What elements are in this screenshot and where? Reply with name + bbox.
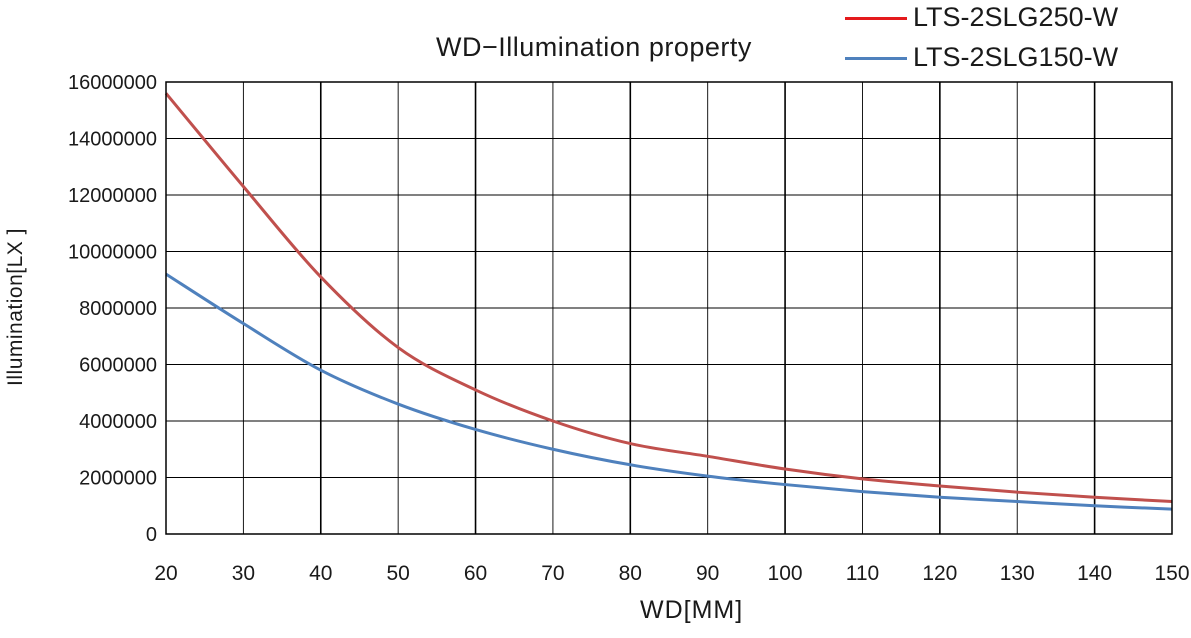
y-tick-label: 4000000 [79, 411, 157, 433]
chart-title: WD−Illumination property [436, 32, 752, 62]
y-tick-label: 14000000 [68, 129, 157, 151]
y-tick-label: 8000000 [79, 298, 157, 320]
x-tick-label: 70 [541, 562, 564, 585]
x-tick-label: 120 [922, 562, 957, 585]
y-tick-label: 0 [146, 524, 157, 546]
x-tick-label: 40 [309, 562, 332, 585]
y-tick-label: 6000000 [79, 355, 157, 377]
y-axis-label: Illumination[LX ] [4, 228, 27, 386]
y-tick-label: 2000000 [79, 468, 157, 490]
x-tick-label: 90 [696, 562, 719, 585]
y-tick-label: 12000000 [68, 185, 157, 207]
x-tick-label: 50 [386, 562, 409, 585]
legend-swatch-series-1 [845, 17, 907, 20]
legend-label-series-1: LTS-2SLG250-W [913, 2, 1119, 32]
x-tick-label: 110 [846, 562, 879, 585]
x-tick-label: 150 [1154, 562, 1189, 585]
series-lines [164, 92, 1173, 511]
x-tick-labels: 20 30 40 50 60 70 80 90 100 110 120 130 140 150 [154, 562, 1189, 585]
plot-frame [165, 81, 1173, 535]
x-tick-label: 30 [232, 562, 255, 585]
y-tick-label: 10000000 [68, 242, 157, 264]
x-tick-label: 80 [619, 562, 642, 585]
series-line-1 [164, 92, 1173, 504]
legend-swatch-series-2 [845, 57, 907, 60]
x-tick-label: 140 [1077, 562, 1112, 585]
x-tick-label: 100 [768, 562, 803, 585]
x-tick-label: 130 [1000, 562, 1035, 585]
grid-lines [166, 82, 1172, 534]
x-axis-label: WD[MM] [640, 596, 744, 624]
x-tick-label: 20 [154, 562, 177, 585]
x-tick-label: 60 [464, 562, 487, 585]
legend-label-series-2: LTS-2SLG150-W [913, 42, 1119, 72]
series-line-2 [165, 272, 1173, 511]
y-tick-label: 16000000 [68, 72, 157, 94]
y-tick-labels: 0 2000000 4000000 6000000 8000000 10000000 120… [68, 72, 157, 546]
